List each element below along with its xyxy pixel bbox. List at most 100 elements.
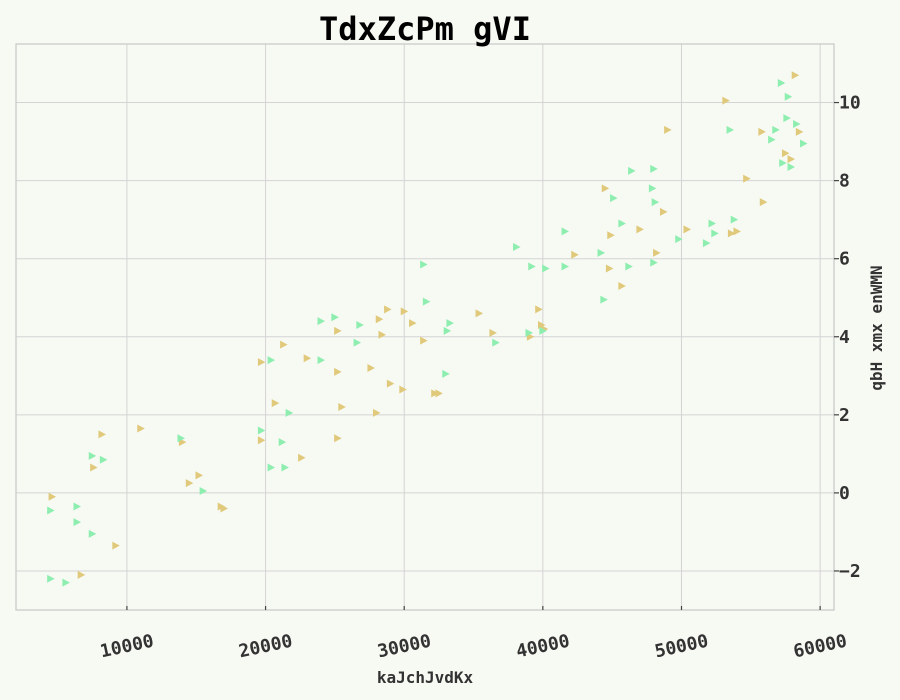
y-tick-label: 6 (839, 249, 850, 270)
scatter-point-series-2 (618, 219, 626, 228)
scatter-point-series-1 (409, 319, 417, 328)
scatter-point-series-1 (384, 305, 392, 314)
scatter-point-series-2 (88, 529, 97, 538)
scatter-point-series-1 (758, 127, 766, 136)
scatter-point-series-2 (708, 219, 716, 228)
scatter-point-series-2 (539, 326, 547, 335)
scatter-point-series-1 (475, 309, 484, 318)
scatter-point-series-1 (372, 408, 381, 417)
scatter-point-series-1 (659, 207, 668, 216)
scatter-point-series-1 (338, 403, 346, 412)
scatter-point-series-1 (378, 330, 387, 339)
scatter-point-series-2 (446, 319, 454, 328)
y-tick-label: −2 (839, 561, 861, 582)
scatter-point-series-2 (281, 463, 289, 472)
scatter-point-series-1 (636, 225, 644, 234)
scatter-point-series-1 (727, 229, 736, 238)
scatter-point-series-2 (561, 227, 570, 236)
scatter-point-series-2 (356, 321, 364, 330)
scatter-point-series-1 (195, 471, 204, 480)
scatter-point-series-1 (386, 379, 395, 388)
scatter-point-series-2 (422, 297, 431, 306)
scatter-point-series-2 (199, 486, 208, 495)
scatter-point-series-1 (733, 227, 741, 236)
grid-layer (16, 44, 834, 610)
scatter-point-series-2 (62, 578, 70, 587)
scatter-point-series-2 (442, 369, 450, 378)
scatter-point-series-1 (607, 231, 615, 240)
scatter-point-series-2 (772, 125, 780, 134)
scatter-point-series-2 (267, 356, 276, 365)
scatter-point-series-2 (73, 502, 82, 511)
scatter-point-series-2 (47, 574, 55, 583)
scatter-point-series-1 (303, 354, 312, 363)
scatter-point-series-2 (331, 313, 339, 322)
scatter-point-series-1 (435, 389, 443, 398)
scatter-point-series-1 (795, 127, 804, 136)
scatter-point-series-1 (489, 328, 497, 337)
scatter-point-series-1 (683, 225, 692, 234)
scatter-point-series-2 (492, 338, 500, 347)
scatter-point-series-1 (98, 430, 106, 439)
scatter-point-series-1 (334, 434, 342, 443)
scatter-point-series-1 (137, 424, 145, 433)
scatter-point-series-1 (298, 453, 306, 462)
scatter-point-series-1 (787, 155, 796, 164)
scatter-point-series-1 (399, 385, 407, 394)
scatter-point-series-2 (730, 215, 739, 224)
scatter-point-series-2 (650, 258, 658, 267)
y-tick-label: 8 (839, 171, 850, 192)
scatter-point-series-2 (768, 135, 776, 144)
scatter-point-series-2 (267, 463, 276, 472)
x-tick-label: 30000 (376, 631, 433, 663)
scatter-point-series-2 (443, 326, 452, 335)
scatter-point-series-1 (334, 326, 342, 335)
scatter-point-series-2 (777, 79, 786, 88)
scatter-point-series-2 (561, 262, 570, 271)
scatter-point-series-2 (513, 242, 521, 251)
scatter-point-series-1 (618, 282, 626, 291)
x-tick-label: 60000 (792, 631, 849, 663)
x-tick-label: 40000 (514, 631, 571, 663)
scatter-point-series-2 (88, 451, 97, 460)
scatter-point-series-2 (285, 408, 294, 417)
scatter-point-series-2 (278, 438, 287, 447)
scatter-point-series-1 (280, 340, 288, 349)
scatter-point-series-1 (420, 336, 428, 345)
scatter-point-series-1 (664, 125, 672, 134)
scatter-point-series-1 (743, 174, 751, 183)
scatter-point-series-2 (73, 518, 82, 527)
scatter-point-series-1 (759, 198, 768, 207)
scatter-point-series-2 (651, 198, 660, 207)
scatter-point-series-1 (48, 492, 57, 501)
scatter-point-series-2 (799, 139, 808, 148)
scatter-point-series-2 (597, 248, 606, 257)
scatter-point-series-2 (528, 262, 536, 271)
scatter-point-series-2 (726, 125, 735, 134)
scatter-point-series-1 (653, 248, 661, 257)
scatter-point-series-2 (317, 356, 326, 365)
x-tick-label: 10000 (98, 631, 155, 663)
scatter-point-series-2 (525, 328, 533, 337)
scatter-point-series-2 (779, 159, 787, 168)
scatter-point-series-1 (781, 149, 790, 158)
scatter-point-series-1 (90, 463, 98, 472)
scatter-point-series-1 (375, 315, 384, 324)
scatter-point-series-1 (601, 184, 610, 193)
y-axis-label: qbH xmx enWMN (867, 265, 886, 390)
points-layer (47, 71, 808, 587)
y-tick-label: 4 (839, 327, 850, 348)
scatter-point-series-2 (648, 184, 657, 193)
scatter-point-series-1 (271, 399, 280, 408)
scatter-point-series-2 (625, 262, 633, 271)
scatter-point-series-1 (112, 541, 120, 550)
chart-title: TdxZcPm gVI (319, 10, 531, 48)
scatter-point-series-1 (334, 367, 342, 376)
scatter-point-series-1 (535, 305, 543, 314)
scatter-point-series-1 (257, 358, 266, 367)
scatter-point-series-2 (784, 92, 793, 101)
scatter-point-series-1 (367, 363, 375, 372)
y-tick-label: 10 (839, 93, 861, 114)
scatter-point-series-1 (257, 436, 266, 445)
